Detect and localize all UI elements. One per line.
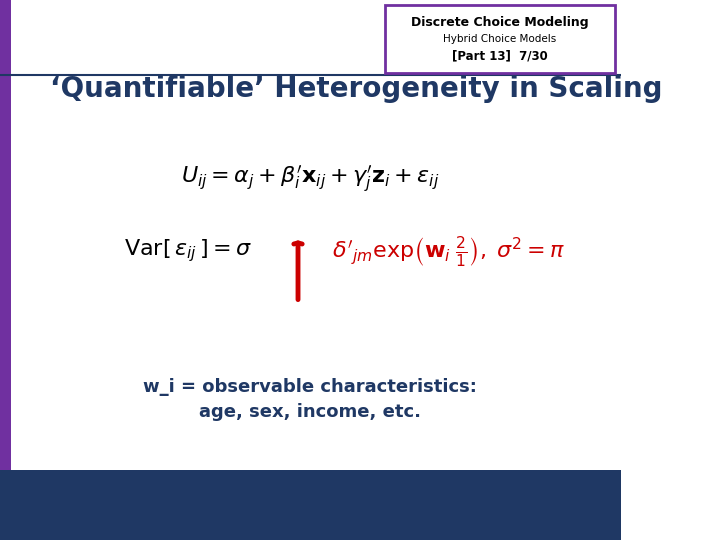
Text: Discrete Choice Modeling: Discrete Choice Modeling <box>411 16 589 29</box>
Bar <box>0 470 621 540</box>
Text: Hybrid Choice Models: Hybrid Choice Models <box>444 35 557 44</box>
Text: ‘Quantifiable’ Heterogeneity in Scaling: ‘Quantifiable’ Heterogeneity in Scaling <box>50 75 662 103</box>
Text: w_i = observable characteristics:
age, sex, income, etc.: w_i = observable characteristics: age, s… <box>143 378 477 421</box>
FancyBboxPatch shape <box>385 5 615 73</box>
Text: [Part 13]  7/30: [Part 13] 7/30 <box>452 50 548 63</box>
Bar <box>0 0 12 470</box>
Text: $\delta'_{jm}\exp\!\left(\mathbf{w}_i\;\frac{2}{1}\right),\;\sigma^2 = \pi$: $\delta'_{jm}\exp\!\left(\mathbf{w}_i\;\… <box>332 234 566 268</box>
Text: $\mathrm{Var}[\,\varepsilon_{ij}\,]= \sigma$: $\mathrm{Var}[\,\varepsilon_{ij}\,]= \si… <box>124 238 252 265</box>
Text: $U_{ij} = \alpha_j + \beta_i'\mathbf{x}_{ij} + \gamma_j'\mathbf{z}_i + \varepsil: $U_{ij} = \alpha_j + \beta_i'\mathbf{x}_… <box>181 163 440 193</box>
